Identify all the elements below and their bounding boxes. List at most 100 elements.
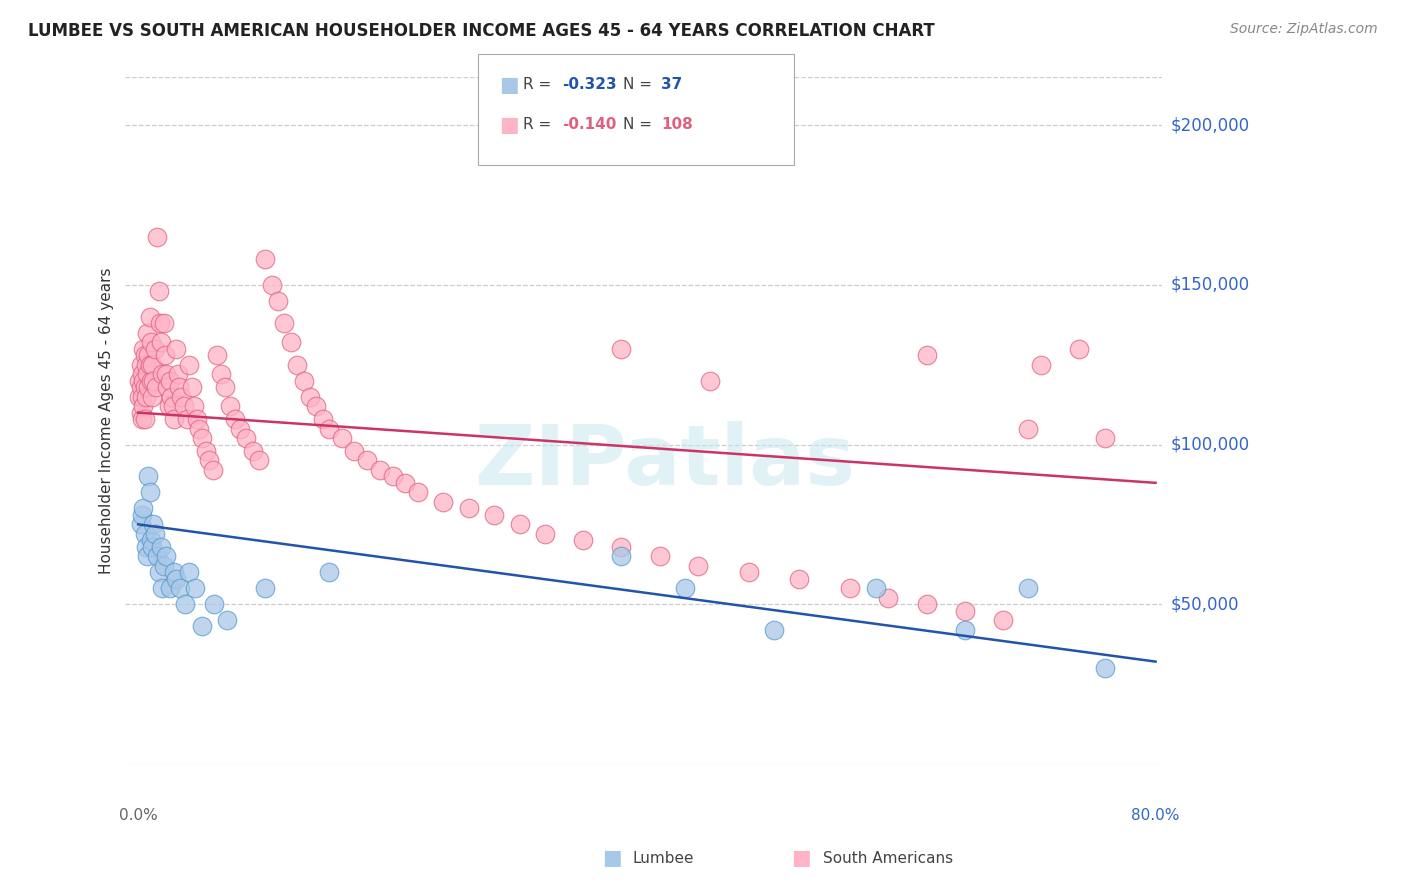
Point [135,358,157,372]
Point [145,380,167,394]
Point [194,444,217,458]
Text: 80.0%: 80.0% [1132,808,1180,823]
Point [135,540,157,554]
Point [149,316,172,330]
Point [406,485,429,500]
Point [191,619,214,633]
Point [131,508,153,522]
Point [163,412,186,426]
Point [143,527,166,541]
Point [165,572,187,586]
Point [198,453,221,467]
Point [183,399,205,413]
Point [174,597,197,611]
Text: South Americans: South Americans [823,851,953,865]
Point [142,517,165,532]
Point [285,358,308,372]
Point [150,540,173,554]
Text: -0.323: -0.323 [562,78,617,92]
Point [152,316,174,330]
Point [534,527,557,541]
Point [865,581,887,595]
Point [915,597,938,611]
Point [148,566,170,580]
Point [432,495,454,509]
Y-axis label: Householder Income Ages 45 - 64 years: Householder Income Ages 45 - 64 years [100,268,114,574]
Point [311,412,333,426]
Point [155,549,177,564]
Point [138,310,160,324]
Point [166,368,188,382]
Text: Source: ZipAtlas.com: Source: ZipAtlas.com [1230,22,1378,37]
Point [143,342,166,356]
Point [150,368,173,382]
Point [610,540,633,554]
Text: -0.140: -0.140 [562,118,617,132]
Point [159,374,181,388]
Point [134,380,156,394]
Point [170,390,193,404]
Text: $100,000: $100,000 [1171,435,1250,453]
Point [242,444,264,458]
Point [129,517,152,532]
Point [484,508,506,522]
Point [186,412,208,426]
Point [157,399,180,413]
Point [209,368,232,382]
Point [138,348,160,362]
Point [160,390,183,404]
Point [991,613,1014,627]
Text: ZIPatlas: ZIPatlas [474,421,855,502]
Point [737,566,759,580]
Text: N =: N = [623,118,652,132]
Point [330,431,353,445]
Point [205,348,228,362]
Point [136,368,159,382]
Point [134,412,156,426]
Text: ■: ■ [499,115,519,135]
Text: $200,000: $200,000 [1171,116,1250,135]
Text: Lumbee: Lumbee [633,851,695,865]
Point [136,326,159,340]
Point [217,613,239,627]
Text: ■: ■ [602,848,621,868]
Point [134,527,156,541]
Text: 0.0%: 0.0% [120,808,157,823]
Point [1029,358,1052,372]
Point [305,399,328,413]
Point [204,597,226,611]
Point [134,348,156,362]
Point [610,342,633,356]
Point [1094,661,1116,675]
Point [150,581,173,595]
Text: LUMBEE VS SOUTH AMERICAN HOUSEHOLDER INCOME AGES 45 - 64 YEARS CORRELATION CHART: LUMBEE VS SOUTH AMERICAN HOUSEHOLDER INC… [28,22,935,40]
Point [343,444,366,458]
Point [509,517,531,532]
Point [839,581,862,595]
Point [165,342,187,356]
Point [267,293,290,308]
Point [699,374,721,388]
Point [254,581,277,595]
Text: R =: R = [523,118,551,132]
Point [763,623,786,637]
Point [150,335,173,350]
Point [1017,581,1039,595]
Point [356,453,378,467]
Text: ■: ■ [792,848,811,868]
Point [915,348,938,362]
Point [132,501,155,516]
Point [214,380,236,394]
Point [1069,342,1091,356]
Point [381,469,404,483]
Point [141,540,163,554]
Point [138,485,160,500]
Point [138,358,160,372]
Point [260,277,283,292]
Point [132,374,155,388]
Point [136,549,159,564]
Point [177,358,200,372]
Point [146,230,169,244]
Point [247,453,270,467]
Point [368,463,391,477]
